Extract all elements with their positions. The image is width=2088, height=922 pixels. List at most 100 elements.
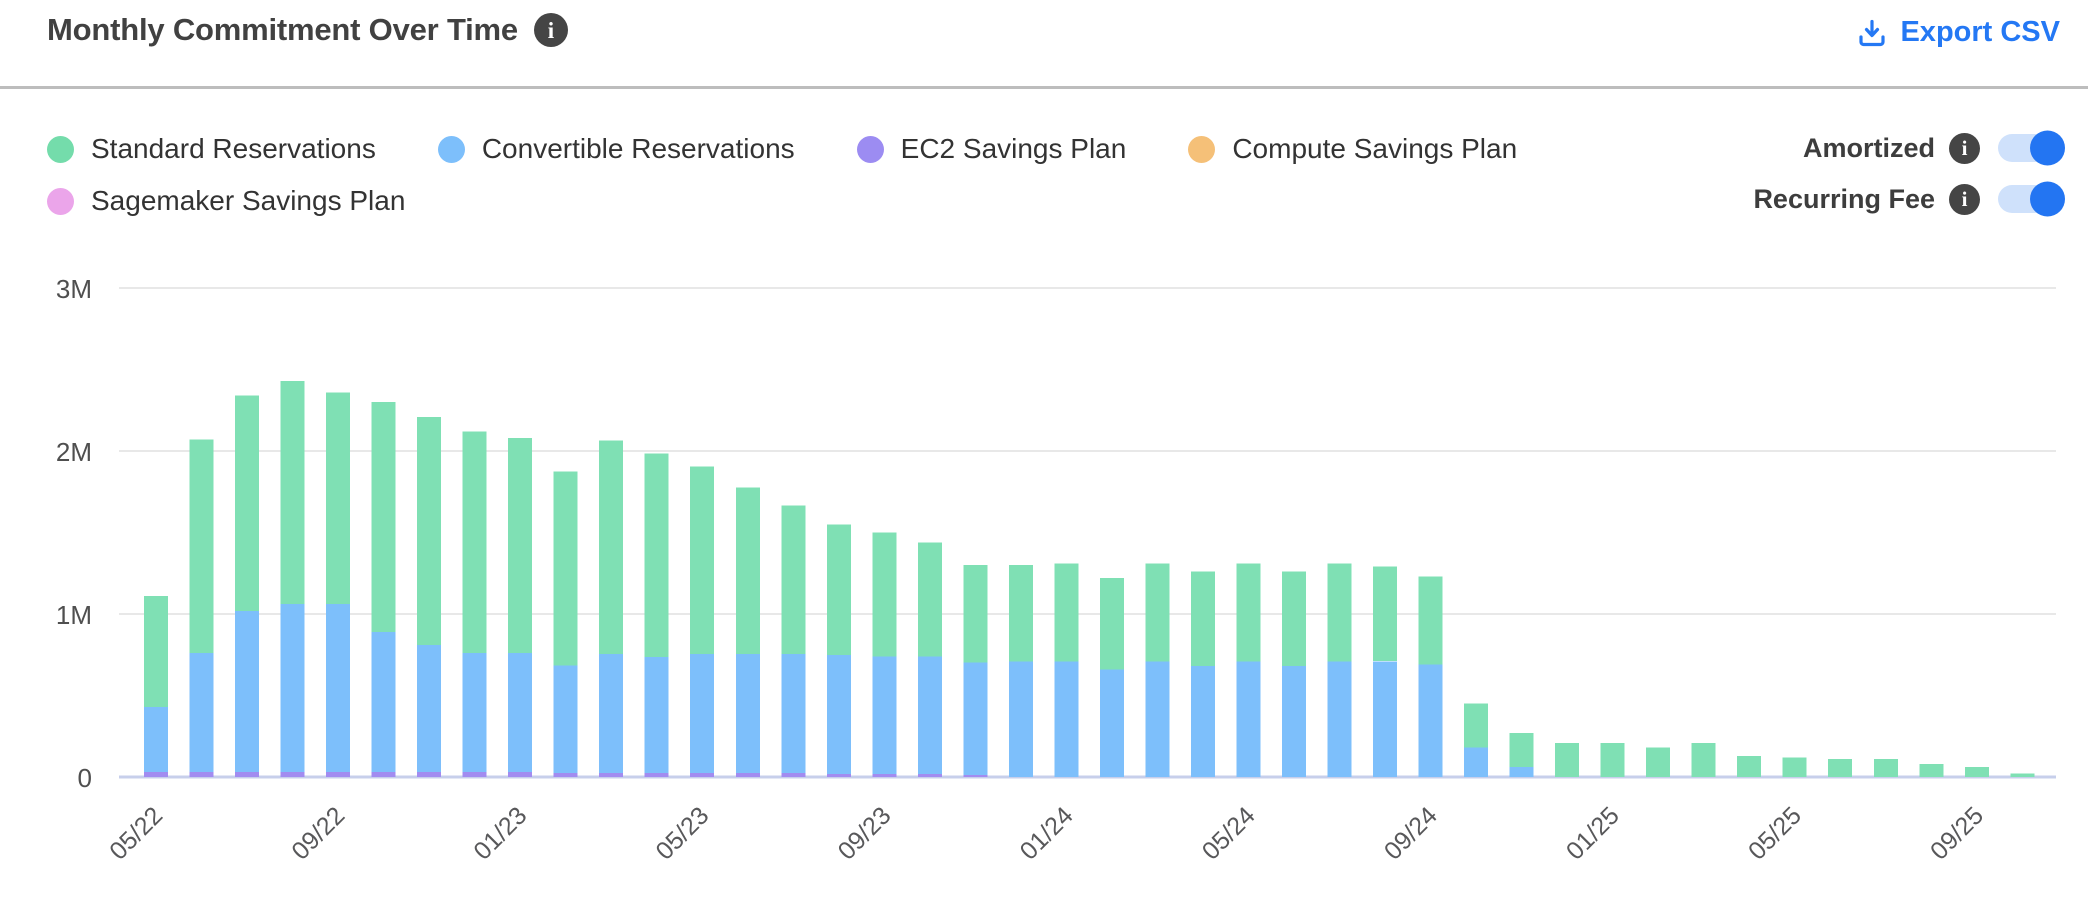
bar-segment-ec2-savings-plan — [963, 775, 988, 777]
bar-06/23[interactable] — [735, 487, 760, 777]
bar-11/24[interactable] — [1509, 733, 1534, 777]
legend-item-sagemaker-savings-plan[interactable]: Sagemaker Savings Plan — [47, 182, 405, 220]
bar-segment-standard-reservations — [1145, 563, 1170, 662]
bar-01/25[interactable] — [1600, 742, 1625, 777]
bar-07/23[interactable] — [781, 505, 806, 777]
bar-segment-convertible-reservations — [917, 656, 942, 774]
bar-segment-standard-reservations — [1646, 747, 1671, 777]
bar-segment-standard-reservations — [690, 466, 715, 654]
bar-11/23[interactable] — [963, 564, 988, 777]
recurring-fee-toggle[interactable] — [1998, 181, 2065, 217]
toggle-knob — [2030, 130, 2065, 166]
legend-item-label: Sagemaker Savings Plan — [91, 185, 406, 216]
amortized-toggle[interactable] — [1998, 130, 2065, 166]
bar-segment-standard-reservations — [1236, 563, 1261, 662]
bar-01/23[interactable] — [508, 438, 533, 777]
bar-04/25[interactable] — [1737, 755, 1762, 777]
bar-04/23[interactable] — [644, 453, 669, 777]
legend-item-standard-reservations[interactable]: Standard Reservations — [47, 130, 376, 168]
bar-segment-convertible-reservations — [508, 653, 533, 773]
bar-segment-standard-reservations — [1873, 759, 1898, 777]
bar-segment-convertible-reservations — [644, 657, 669, 773]
bar-segment-convertible-reservations — [1008, 661, 1033, 777]
legend-swatch — [47, 135, 74, 163]
bar-segment-standard-reservations — [1282, 571, 1306, 667]
x-axis-tick-05/23: 05/23 — [650, 801, 714, 865]
bar-segment-standard-reservations — [1054, 563, 1079, 662]
bar-06/22[interactable] — [189, 439, 214, 777]
bar-08/23[interactable] — [826, 524, 851, 777]
bar-segment-ec2-savings-plan — [735, 772, 760, 777]
bar-10/24[interactable] — [1464, 703, 1489, 777]
bar-09/22[interactable] — [326, 392, 351, 777]
bar-05/23[interactable] — [690, 466, 715, 778]
bar-10/23[interactable] — [917, 542, 942, 777]
bar-04/24[interactable] — [1191, 571, 1215, 777]
bar-03/24[interactable] — [1145, 563, 1170, 778]
bar-06/24[interactable] — [1282, 571, 1306, 777]
bar-segment-ec2-savings-plan — [462, 772, 487, 777]
bar-segment-standard-reservations — [917, 542, 942, 657]
legend-item-label: Compute Savings Plan — [1232, 133, 1518, 164]
bar-segment-ec2-savings-plan — [917, 773, 942, 777]
bar-segment-standard-reservations — [781, 505, 806, 654]
bar-segment-standard-reservations — [1919, 764, 1944, 777]
bar-08/25[interactable] — [1919, 764, 1944, 777]
chart-toggles: Amortized i Recurring Fee i — [1753, 128, 2065, 219]
bar-07/25[interactable] — [1873, 759, 1898, 777]
bar-10/22[interactable] — [371, 402, 396, 777]
bar-12/24[interactable] — [1555, 742, 1580, 777]
bar-segment-convertible-reservations — [1054, 661, 1079, 777]
bar-segment-ec2-savings-plan — [690, 772, 715, 777]
legend-swatch — [856, 135, 884, 163]
recurring-fee-info-icon[interactable]: i — [1949, 183, 1980, 215]
bar-08/22[interactable] — [280, 380, 305, 777]
bar-02/23[interactable] — [553, 471, 578, 777]
bar-08/24[interactable] — [1373, 566, 1397, 777]
bar-07/22[interactable] — [235, 395, 259, 777]
bar-09/24[interactable] — [1418, 576, 1443, 778]
bar-segment-ec2-savings-plan — [235, 772, 259, 777]
bar-12/23[interactable] — [1008, 565, 1033, 777]
legend-swatch — [437, 135, 465, 163]
amortized-info-icon[interactable]: i — [1949, 132, 1980, 164]
bar-11/22[interactable] — [417, 416, 442, 777]
legend-item-ec2-savings-plan[interactable]: EC2 Savings Plan — [856, 130, 1126, 168]
x-axis-tick-09/24: 09/24 — [1379, 801, 1443, 865]
bar-segment-standard-reservations — [1327, 563, 1352, 662]
bar-07/24[interactable] — [1327, 563, 1352, 778]
legend-item-convertible-reservations[interactable]: Convertible Reservations — [437, 130, 795, 168]
bar-01/24[interactable] — [1054, 563, 1079, 778]
bar-02/25[interactable] — [1646, 747, 1671, 777]
toggle-knob — [2030, 181, 2065, 217]
bar-09/25[interactable] — [1964, 767, 1989, 777]
title-info-icon[interactable]: i — [533, 13, 568, 47]
bar-segment-standard-reservations — [1691, 742, 1716, 777]
bar-05/22[interactable] — [144, 596, 168, 777]
bar-09/23[interactable] — [872, 532, 897, 778]
y-axis-tick-1M: 1M — [56, 600, 92, 630]
bar-segment-standard-reservations — [553, 471, 578, 666]
bar-segment-standard-reservations — [1782, 757, 1807, 777]
bar-03/23[interactable] — [599, 440, 624, 777]
legend-item-compute-savings-plan[interactable]: Compute Savings Plan — [1188, 130, 1517, 168]
bar-segment-standard-reservations — [280, 380, 305, 605]
export-csv-button[interactable]: Export CSV — [1856, 16, 2060, 49]
bar-05/24[interactable] — [1236, 563, 1261, 778]
y-axis-tick-3M: 3M — [56, 274, 92, 304]
bar-segment-convertible-reservations — [1145, 661, 1170, 777]
bar-02/24[interactable] — [1099, 578, 1124, 777]
page-title: Monthly Commitment Over Time — [47, 12, 518, 47]
bar-10/25[interactable] — [2010, 773, 2035, 777]
bar-segment-standard-reservations — [1008, 565, 1033, 662]
bar-03/25[interactable] — [1691, 742, 1716, 777]
bar-06/25[interactable] — [1828, 759, 1853, 777]
bar-12/22[interactable] — [462, 431, 487, 777]
bar-segment-ec2-savings-plan — [371, 772, 396, 777]
bar-segment-convertible-reservations — [1327, 661, 1352, 777]
x-axis-tick-05/25: 05/25 — [1743, 801, 1807, 865]
bar-05/25[interactable] — [1782, 757, 1807, 777]
bar-segment-convertible-reservations — [1282, 666, 1306, 777]
bar-segment-standard-reservations — [371, 402, 396, 632]
